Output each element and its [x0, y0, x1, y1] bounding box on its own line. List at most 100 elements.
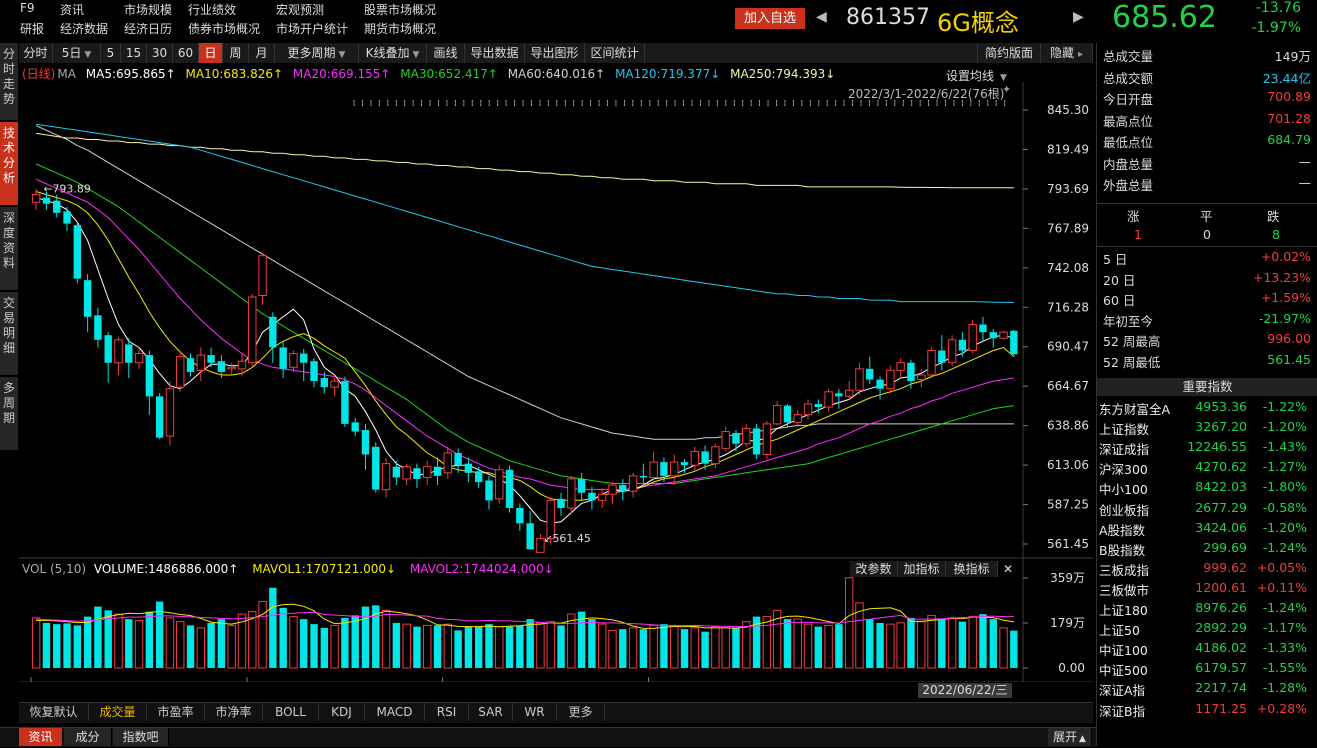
pin-icon[interactable]: ✦	[1002, 83, 1012, 96]
indicator-reset[interactable]: 恢复默认	[19, 703, 89, 721]
volume-bar	[907, 617, 915, 668]
volume-bar	[927, 614, 936, 669]
candle-body	[793, 414, 802, 423]
add-favorite-button[interactable]: 加入自选	[735, 8, 805, 29]
menu-news[interactable]: 资讯	[60, 3, 85, 17]
menu-macro-forecast[interactable]: 宏观预测	[276, 3, 325, 17]
index-row[interactable]: 中证100 4186.02 -1.33%	[1099, 640, 1309, 660]
index-row[interactable]: 深证B指 1171.25 +0.28%	[1099, 701, 1309, 721]
index-row[interactable]: 中小100 8422.03 -1.80%	[1099, 479, 1309, 499]
tb-60min[interactable]: 60	[173, 43, 199, 63]
index-row[interactable]: 深证A指 2217.74 -1.28%	[1099, 680, 1309, 700]
indicator-kdj[interactable]: KDJ	[319, 703, 365, 721]
tb-export-data[interactable]: 导出数据	[465, 43, 525, 63]
menu-stock-market-overview[interactable]: 股票市场概况	[364, 3, 437, 17]
price-change-pct: -1.97%	[1251, 20, 1301, 36]
stat-label: 内盘总量	[1103, 156, 1154, 172]
event-marker: ⁞	[522, 99, 525, 109]
change-params-button[interactable]: 改参数	[850, 561, 898, 577]
indicator-boll[interactable]: BOLL	[263, 703, 319, 721]
tb-intraday[interactable]: 分时	[19, 43, 53, 63]
tab-technical[interactable]: 技术分析	[0, 122, 18, 206]
footer-tab-forum[interactable]: 指数吧	[113, 728, 169, 746]
volume-bar	[361, 606, 370, 668]
index-name: 中小100	[1099, 482, 1148, 498]
tb-hide[interactable]: 隐藏 ▸	[1041, 43, 1093, 63]
research-menu[interactable]: 研报	[20, 22, 45, 36]
tb-15min[interactable]: 15	[121, 43, 147, 63]
f9-label[interactable]: F9	[20, 1, 35, 15]
event-marker: ⁞	[741, 99, 744, 109]
index-pct: -1.20%	[1262, 419, 1307, 435]
index-row[interactable]: 三板做市 1200.61 +0.11%	[1099, 580, 1309, 600]
stat-row: 外盘总量 —	[1101, 175, 1311, 195]
tb-draw-line[interactable]: 画线	[427, 43, 465, 63]
tb-export-image[interactable]: 导出图形	[525, 43, 585, 63]
tb-range-stats[interactable]: 区间统计	[585, 43, 645, 63]
index-row[interactable]: 东方财富全A 4953.36 -1.22%	[1099, 399, 1309, 419]
tab-intraday[interactable]: 分时走势	[0, 43, 18, 121]
volume-bar	[526, 619, 534, 668]
indicator-more[interactable]: 更多	[557, 703, 605, 721]
menu-market-scale[interactable]: 市场规模	[124, 3, 173, 17]
candle-body	[73, 225, 82, 279]
performance-row: 52 周最低 561.45	[1101, 352, 1311, 372]
footer-tab-constituents[interactable]: 成分	[64, 728, 112, 746]
tb-30min[interactable]: 30	[147, 43, 173, 63]
add-indicator-button[interactable]: 加指标	[898, 561, 946, 577]
event-marker: ⁞	[640, 99, 643, 109]
indicator-rsi[interactable]: RSI	[425, 703, 469, 721]
menu-economic-data[interactable]: 经济数据	[60, 22, 109, 36]
tab-profile[interactable]: 深度资料	[0, 207, 18, 291]
tb-monthly[interactable]: 月	[249, 43, 275, 63]
index-row[interactable]: 三板成指 999.62 +0.05%	[1099, 560, 1309, 580]
indicator-macd[interactable]: MACD	[365, 703, 425, 721]
index-row[interactable]: 中证500 6179.57 -1.55%	[1099, 660, 1309, 680]
tb-kline-overlay[interactable]: K线叠加 ▼	[359, 43, 427, 63]
index-row[interactable]: 上证180 8976.26 -1.24%	[1099, 600, 1309, 620]
tb-more-periods[interactable]: 更多周期 ▼	[275, 43, 359, 63]
tb-weekly[interactable]: 周	[223, 43, 249, 63]
next-arrow-icon[interactable]: ▶	[1073, 9, 1084, 25]
index-row[interactable]: 上证50 2892.29 -1.17%	[1099, 620, 1309, 640]
tb-simple-layout[interactable]: 简约版面	[977, 43, 1041, 63]
footer-tab-news[interactable]: 资讯	[19, 728, 63, 746]
event-marker: ⁞	[927, 99, 930, 109]
menu-account-stats[interactable]: 市场开户统计	[276, 22, 349, 36]
expand-button[interactable]: 展开 ▲	[1048, 728, 1092, 746]
menu-industry-performance[interactable]: 行业绩效	[188, 3, 237, 17]
index-row[interactable]: B股指数 299.69 -1.24%	[1099, 540, 1309, 560]
indicator-wr[interactable]: WR	[513, 703, 557, 721]
prev-arrow-icon[interactable]: ◀	[816, 9, 827, 25]
kline-chart[interactable]: 845.30 819.49 793.69 767.89 742.08 716.28 690.…	[19, 82, 1093, 682]
candle-body	[896, 362, 905, 371]
tab-trades[interactable]: 交易明细	[0, 292, 18, 376]
switch-indicator-button[interactable]: 换指标	[946, 561, 998, 577]
indicator-pb[interactable]: 市净率	[205, 703, 263, 721]
menu-bond-market-overview[interactable]: 债券市场概况	[188, 22, 261, 36]
tab-multi-period[interactable]: 多周期	[0, 377, 18, 451]
tb-daily[interactable]: 日	[199, 43, 223, 63]
index-pct: -1.33%	[1262, 640, 1307, 656]
indicator-volume[interactable]: 成交量	[89, 703, 147, 721]
tb-5min[interactable]: 5	[101, 43, 121, 63]
dropdown-icon: ▼	[338, 50, 346, 60]
index-row[interactable]: A股指数 3424.06 -1.20%	[1099, 520, 1309, 540]
ma-legend: (日线) MA MA5:695.865↑ MA10:683.826↑ MA20:6…	[22, 65, 841, 81]
volume-bar	[104, 610, 112, 668]
volume-bar	[145, 611, 154, 668]
ma-settings-button[interactable]: 设置均线 ▼	[946, 67, 1007, 84]
candle-body	[958, 339, 967, 351]
index-row[interactable]: 创业板指 2677.29 -0.58%	[1099, 500, 1309, 520]
indicator-sar[interactable]: SAR	[469, 703, 513, 721]
close-icon[interactable]: ✕	[1002, 562, 1014, 576]
tb-5day[interactable]: 5日 ▼	[53, 43, 101, 63]
candle-body	[989, 332, 997, 339]
index-row[interactable]: 沪深300 4270.62 -1.27%	[1099, 459, 1309, 479]
index-row[interactable]: 深证成指 12246.55 -1.43%	[1099, 439, 1309, 459]
indicator-pe[interactable]: 市盈率	[147, 703, 205, 721]
menu-economic-calendar[interactable]: 经济日历	[124, 22, 173, 36]
menu-futures-market-overview[interactable]: 期货市场概况	[364, 22, 437, 36]
candle-body	[742, 427, 751, 445]
index-row[interactable]: 上证指数 3267.20 -1.20%	[1099, 419, 1309, 439]
